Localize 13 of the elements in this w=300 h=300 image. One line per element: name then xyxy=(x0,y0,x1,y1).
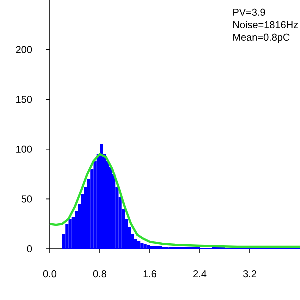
x-tick-label: 3.2 xyxy=(243,270,256,278)
y-tick-label: 0 xyxy=(27,245,32,253)
annotation: Mean=0.8pC xyxy=(234,34,290,43)
y-tick-label: 200 xyxy=(16,46,32,54)
x-tick-label: 0.8 xyxy=(93,270,107,278)
x-tick-label: 0.0 xyxy=(43,270,57,278)
x-tick-label: 1.6 xyxy=(144,270,157,278)
y-tick-label: 50 xyxy=(22,196,32,203)
annotation: PV=3.9 xyxy=(234,8,266,16)
y-tick-label: 100 xyxy=(16,146,32,153)
x-tick-label: 2.4 xyxy=(194,270,207,278)
y-tick-label: 150 xyxy=(16,96,32,104)
annotation: Noise=1816Hz xyxy=(234,21,298,28)
